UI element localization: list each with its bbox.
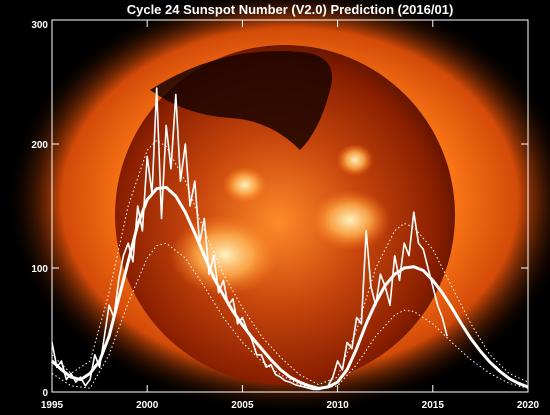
prediction-lower-bound-line [51,242,529,390]
x-tick-label: 2020 [517,400,540,411]
axis-ticks: 1995 2000 2005 2010 2015 2020 0 100 200 300 [31,19,540,411]
prediction-upper-bound-line [51,139,529,386]
y-tick-label: 300 [31,20,48,31]
y-tick-label: 200 [31,140,48,151]
plot-frame [51,19,529,393]
smoothed-sunspot-line [50,185,529,390]
series-layer [50,87,529,391]
x-tick-label: 2015 [422,400,445,411]
x-tick-label: 1995 [41,400,64,411]
x-tick-label: 2005 [231,400,254,411]
x-tick-label: 2010 [326,400,349,411]
y-tick-label: 100 [31,264,48,275]
y-tick-label: 0 [42,388,48,399]
chart-title: Cycle 24 Sunspot Number (V2.0) Predictio… [127,2,454,17]
x-tick-label: 2000 [136,400,159,411]
